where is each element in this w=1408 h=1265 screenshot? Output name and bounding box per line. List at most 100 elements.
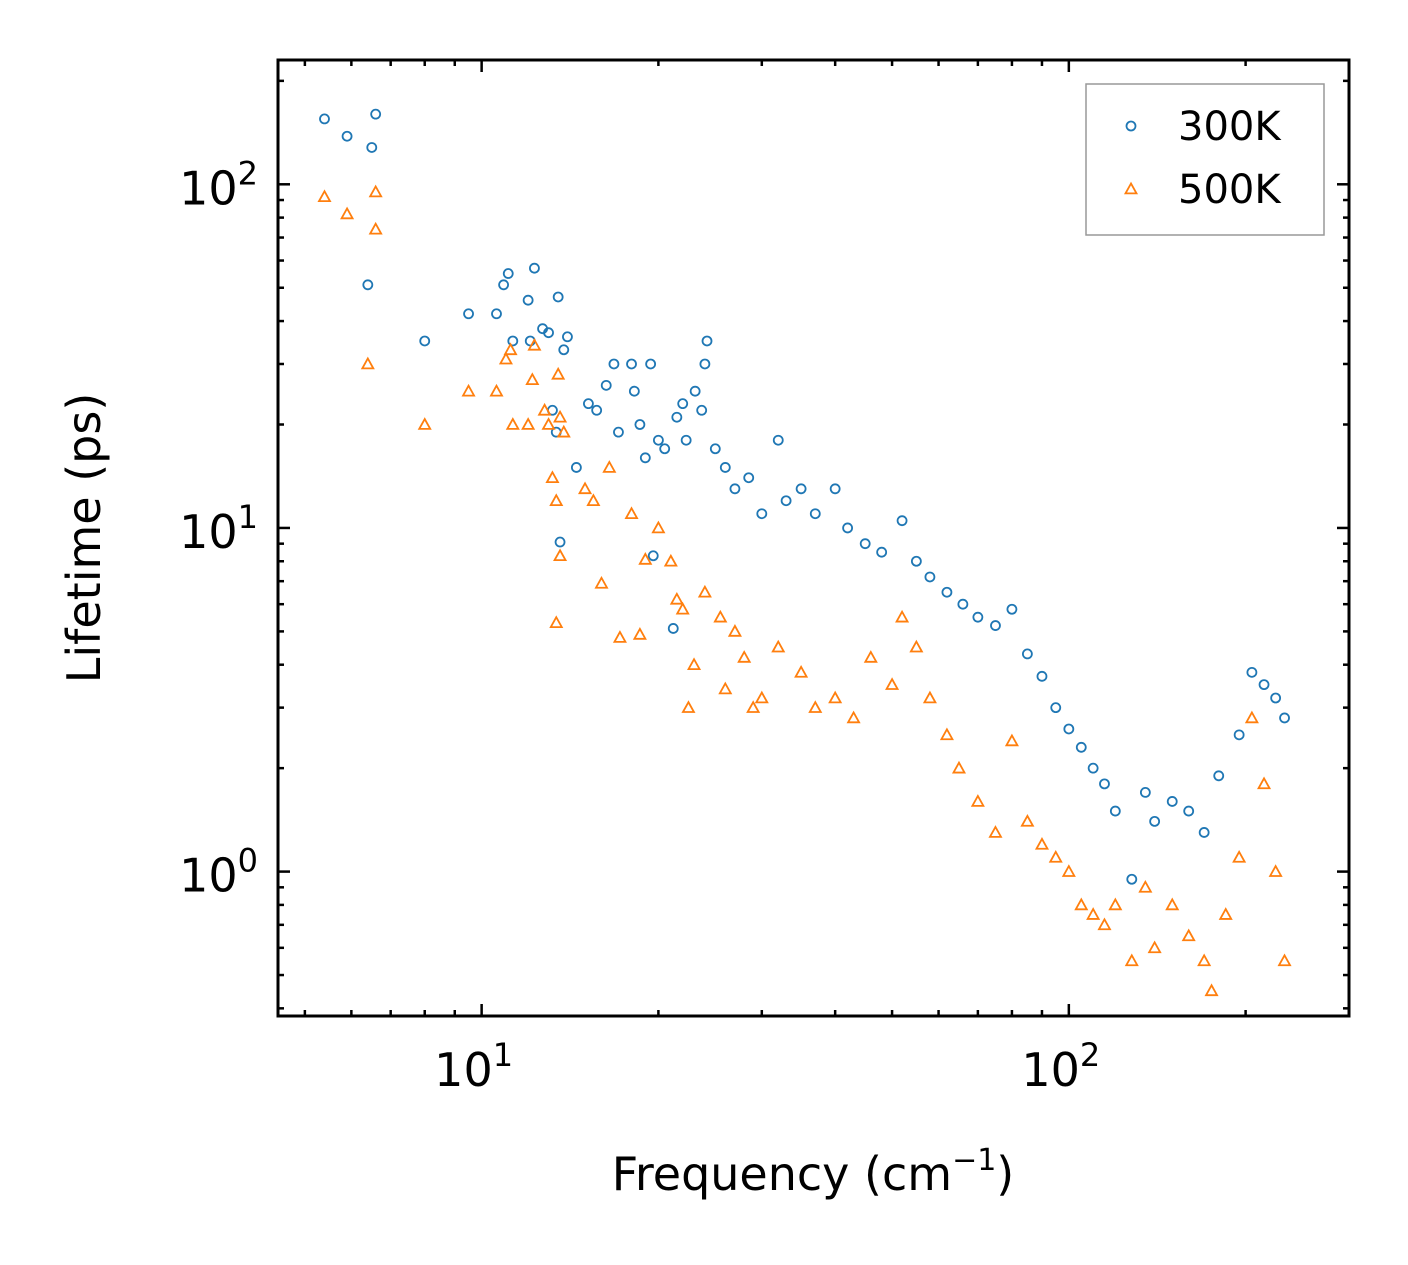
data-point-300K-49 [772, 434, 784, 446]
data-point-500K-23 [578, 481, 593, 495]
data-point-500K-78 [1268, 864, 1283, 877]
data-point-500K-33 [669, 591, 684, 605]
data-point-500K-50 [885, 677, 900, 690]
data-point-300K-18 [562, 331, 573, 343]
data-point-300K-29 [634, 419, 646, 430]
data-point-300K-12 [529, 262, 540, 274]
data-point-300K-11 [522, 294, 534, 306]
data-point-300K-63 [990, 620, 1001, 631]
data-point-500K-42 [746, 700, 761, 713]
data-point-500K-63 [1074, 897, 1089, 911]
data-point-500K-60 [1034, 837, 1049, 850]
data-point-500K-12 [525, 372, 540, 386]
data-point-500K-35 [681, 700, 696, 713]
data-point-300K-73 [1126, 873, 1138, 885]
data-point-500K-56 [970, 794, 985, 807]
data-point-500K-75 [1232, 850, 1247, 863]
data-point-500K-73 [1204, 983, 1219, 997]
data-point-300K-33 [659, 443, 671, 455]
data-point-500K-66 [1108, 897, 1123, 911]
data-point-300K-0 [319, 113, 330, 125]
data-point-300K-6 [463, 308, 474, 320]
data-point-500K-37 [697, 584, 712, 598]
data-point-300K-34 [671, 411, 683, 423]
data-point-500K-64 [1086, 907, 1101, 920]
legend-marker-500K [1123, 181, 1139, 195]
data-point-300K-70 [1087, 762, 1099, 774]
data-point-500K-18 [556, 424, 571, 438]
data-point-300K-60 [941, 586, 953, 598]
data-point-500K-39 [718, 681, 733, 695]
legend: 300K 500K [1085, 83, 1325, 236]
data-point-300K-77 [1183, 805, 1195, 817]
series-300K [319, 108, 1290, 885]
data-point-300K-52 [809, 508, 821, 520]
data-point-500K-7 [489, 383, 504, 397]
plot-frame [276, 58, 1351, 1018]
data-point-500K-45 [794, 665, 809, 678]
legend-marker-300K [1125, 120, 1137, 132]
data-point-300K-59 [924, 571, 936, 583]
legend-label-300K: 300K [1178, 104, 1282, 150]
data-point-300K-69 [1075, 741, 1087, 753]
data-point-500K-14 [537, 402, 552, 416]
data-point-300K-44 [709, 443, 721, 455]
data-point-500K-53 [922, 690, 937, 704]
data-point-500K-36 [687, 657, 702, 671]
data-point-500K-61 [1048, 850, 1063, 863]
data-point-500K-0 [317, 189, 332, 203]
data-point-300K-32 [652, 434, 664, 446]
data-point-500K-40 [727, 624, 742, 637]
data-point-500K-44 [771, 639, 786, 653]
data-point-300K-42 [667, 623, 679, 634]
data-point-500K-46 [808, 700, 823, 713]
data-point-300K-84 [1279, 712, 1290, 724]
data-point-300K-15 [543, 327, 554, 339]
data-point-300K-28 [628, 385, 640, 397]
data-point-500K-55 [951, 760, 967, 774]
data-point-300K-66 [1036, 670, 1048, 682]
data-point-300K-46 [729, 483, 741, 495]
data-point-300K-75 [1149, 815, 1161, 827]
data-point-300K-30 [639, 452, 651, 464]
data-point-500K-72 [1197, 953, 1212, 967]
data-point-300K-51 [795, 483, 807, 495]
data-point-500K-79 [1277, 953, 1292, 967]
data-point-500K-32 [663, 553, 678, 567]
data-point-500K-11 [521, 417, 536, 430]
x-axis-label: Frequency (cm−1) [612, 1143, 1015, 1201]
data-point-300K-43 [554, 536, 566, 548]
data-point-500K-74 [1218, 907, 1233, 920]
data-point-300K-37 [689, 385, 701, 397]
data-point-300K-58 [910, 555, 922, 567]
data-point-300K-82 [1258, 679, 1270, 691]
data-point-300K-79 [1213, 770, 1225, 782]
data-point-500K-48 [846, 710, 861, 724]
data-point-500K-1 [340, 206, 355, 220]
data-point-300K-53 [829, 483, 841, 495]
data-point-300K-22 [583, 398, 594, 410]
data-point-300K-65 [1021, 648, 1033, 660]
data-point-500K-49 [863, 650, 878, 663]
legend-box [1085, 83, 1325, 236]
data-point-300K-55 [859, 538, 871, 550]
plot-marks [317, 108, 1292, 997]
data-point-500K-76 [1244, 710, 1259, 724]
data-point-300K-1 [341, 130, 353, 142]
data-point-300K-40 [701, 335, 713, 347]
data-point-500K-27 [612, 630, 627, 643]
data-point-300K-78 [1198, 827, 1210, 838]
data-point-500K-9 [503, 342, 518, 356]
data-point-500K-29 [632, 627, 647, 640]
y-tick-label-100: 102 [179, 154, 258, 215]
data-point-300K-7 [491, 308, 502, 320]
data-point-300K-74 [1139, 787, 1151, 798]
data-point-300K-64 [1006, 603, 1018, 615]
series-500K [317, 184, 1292, 997]
data-point-500K-57 [988, 825, 1003, 838]
data-point-500K-19 [545, 470, 560, 484]
data-point-300K-27 [626, 358, 637, 370]
data-point-500K-38 [713, 609, 728, 623]
data-point-500K-59 [1020, 814, 1035, 827]
data-point-500K-28 [624, 506, 639, 520]
